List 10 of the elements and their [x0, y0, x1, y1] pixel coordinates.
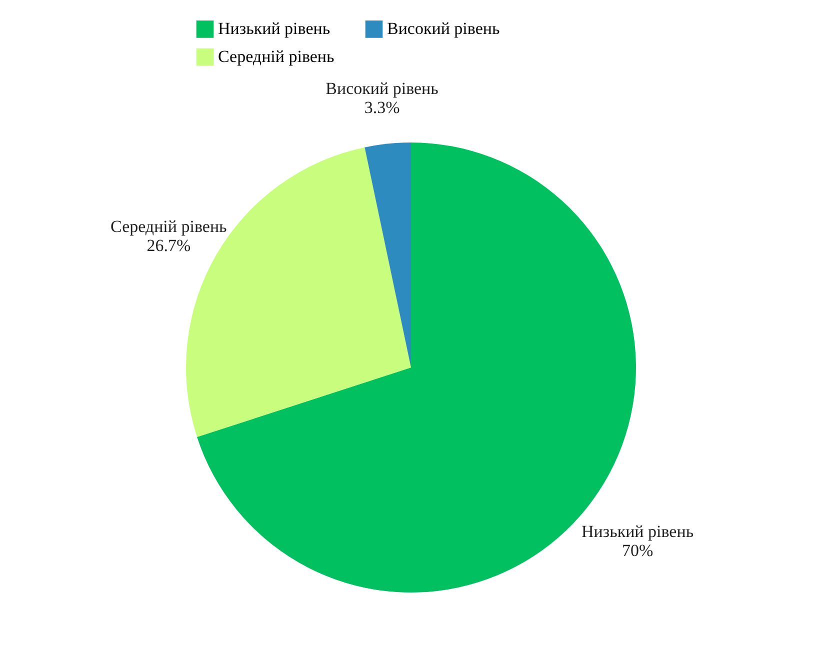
data-label: 3.3%: [364, 98, 400, 118]
slice-label: Високий рівень: [326, 79, 439, 98]
data-label: 26.7%: [146, 236, 191, 256]
data-label: 70%: [622, 541, 654, 560]
slice-label: Низький рівень: [581, 522, 694, 542]
legend-label: Високий рівень: [387, 19, 500, 38]
legend-label: Середній рівень: [218, 47, 335, 66]
pie-slice: [364, 142, 411, 368]
slice-label: Середній рівень: [110, 217, 228, 236]
legend-label: Низький рівень: [218, 19, 330, 38]
